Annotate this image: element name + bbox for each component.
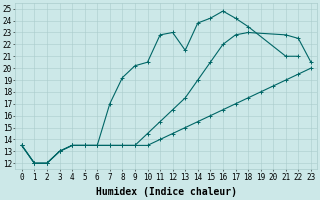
X-axis label: Humidex (Indice chaleur): Humidex (Indice chaleur) <box>96 187 237 197</box>
